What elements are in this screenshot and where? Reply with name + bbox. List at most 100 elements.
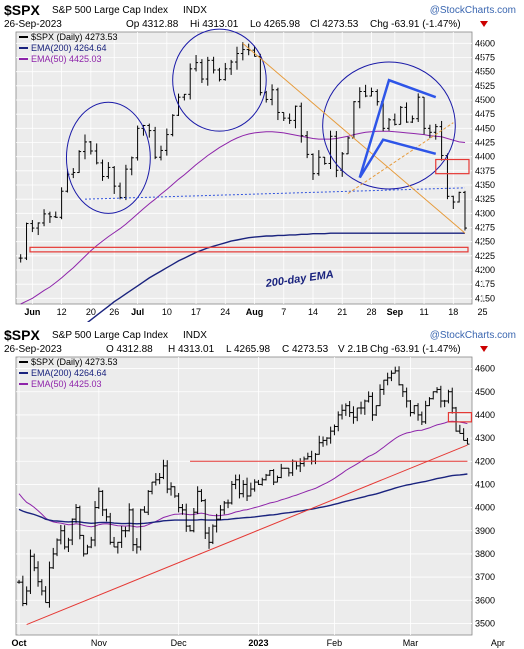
y-tick-label: 4500: [475, 95, 495, 105]
y-tick-label: 4000: [475, 503, 495, 513]
y-tick-label: 4500: [475, 387, 495, 397]
pattern-circle-3: [322, 61, 456, 190]
legend-price-text: $SPX (Daily) 4273.53: [31, 32, 118, 42]
y-tick-label: 4300: [475, 208, 495, 218]
top-chart-panel: $SPX S&P 500 Large Cap Index INDX @Stock…: [0, 0, 524, 322]
resistance-box: [447, 411, 473, 423]
bottom-chart-panel: $SPX S&P 500 Large Cap Index INDX @Stock…: [0, 325, 524, 649]
y-tick-label: 4300: [475, 433, 495, 443]
y-tick-label: 3800: [475, 549, 495, 559]
chart-name: S&P 500 Large Cap Index: [52, 330, 168, 341]
y-tick-label: 4525: [475, 81, 495, 91]
y-tick-label: 4100: [475, 479, 495, 489]
x-tick-label: Feb: [327, 638, 343, 648]
y-tick-label: 4225: [475, 251, 495, 261]
bottom-price-chart: $SPX S&P 500 Large Cap Index INDX @Stock…: [0, 325, 524, 649]
x-tick-label: 14: [308, 307, 318, 317]
ohlc-low: L 4265.98: [226, 344, 271, 355]
chart-exchange: INDX: [183, 330, 207, 341]
legend-ema200-text: EMA(200) 4264.64: [31, 368, 107, 378]
y-tick-label: 4550: [475, 67, 495, 77]
plot-area: [15, 31, 473, 305]
ohlc-open: Op 4312.88: [126, 19, 179, 30]
x-tick-label: 26: [109, 307, 119, 317]
y-tick-label: 4350: [475, 180, 495, 190]
support-box: [29, 246, 469, 253]
chart-date: 26-Sep-2023: [4, 344, 62, 355]
ema200-line: [86, 232, 465, 322]
x-tick-label: Nov: [91, 638, 108, 648]
x-tick-label: 12: [57, 307, 67, 317]
x-tick-label: Mar: [403, 638, 419, 648]
pattern-circle-1: [65, 101, 151, 214]
chart-date: 26-Sep-2023: [4, 19, 62, 30]
y-tick-label: 3600: [475, 595, 495, 605]
y-tick-label: 4475: [475, 109, 495, 119]
top-price-chart: $SPX S&P 500 Large Cap Index INDX @Stock…: [0, 0, 524, 322]
y-tick-label: 4375: [475, 166, 495, 176]
wedge-upper-line: [358, 78, 437, 178]
ohlc-high: H 4313.01: [168, 344, 215, 355]
x-tick-label: 17: [191, 307, 201, 317]
y-tick-label: 4325: [475, 194, 495, 204]
ema50-line: [18, 420, 468, 528]
x-tick-label: Sep: [387, 307, 404, 317]
ohlc-close: C 4273.53: [282, 344, 329, 355]
x-tick-label: 25: [478, 307, 488, 317]
chart-watermark: @StockCharts.com: [430, 330, 516, 341]
ema200-line: [18, 473, 468, 525]
pattern-circle-2: [172, 28, 267, 132]
y-tick-label: 4600: [475, 364, 495, 374]
x-tick-label: 10: [162, 307, 172, 317]
rising-support-trendline: [26, 444, 468, 626]
x-tick-label: 24: [220, 307, 230, 317]
x-tick-label: Jun: [24, 307, 40, 317]
x-tick-label: Aug: [246, 307, 264, 317]
x-tick-label: 2023: [248, 638, 268, 648]
y-tick-label: 4400: [475, 410, 495, 420]
y-tick-label: 4200: [475, 456, 495, 466]
ohlc-close: Cl 4273.53: [310, 19, 359, 30]
x-tick-label: 20: [86, 307, 96, 317]
change-down-marker: [480, 21, 488, 27]
chart-symbol: $SPX: [4, 2, 40, 18]
y-tick-label: 4400: [475, 152, 495, 162]
rising-dashed-trendline: [347, 122, 454, 194]
chart-symbol: $SPX: [4, 327, 40, 343]
resistance-box: [435, 158, 470, 175]
ohlc-low: Lo 4265.98: [250, 19, 300, 30]
x-tick-label: 7: [281, 307, 286, 317]
x-tick-label: Apr: [491, 638, 505, 648]
x-tick-label: Oct: [12, 638, 27, 648]
y-tick-label: 4200: [475, 265, 495, 275]
x-tick-label: 11: [419, 307, 428, 317]
ohlc-open: O 4312.88: [106, 344, 153, 355]
x-tick-label: Dec: [171, 638, 188, 648]
y-tick-label: 4250: [475, 237, 495, 247]
y-tick-label: 4150: [475, 293, 495, 303]
chart-name: S&P 500 Large Cap Index: [52, 5, 168, 16]
y-tick-label: 4425: [475, 138, 495, 148]
change-down-marker: [480, 346, 488, 352]
legend-ema50-text: EMA(50) 4425.03: [31, 379, 102, 389]
ohlc-change: Chg -63.91 (-1.47%): [370, 19, 461, 30]
y-tick-label: 3700: [475, 572, 495, 582]
ohlc-volume: V 2.1B: [338, 344, 368, 355]
plot-area: [15, 356, 473, 636]
y-tick-label: 4450: [475, 123, 495, 133]
x-tick-label: 18: [448, 307, 458, 317]
y-tick-label: 4175: [475, 279, 495, 289]
x-tick-label: 21: [337, 307, 347, 317]
x-tick-label: Jul: [131, 307, 144, 317]
chart-watermark: @StockCharts.com: [430, 5, 516, 16]
falling-trendline: [242, 42, 466, 234]
legend-ema50-text: EMA(50) 4425.03: [31, 54, 102, 64]
y-tick-label: 3500: [475, 618, 495, 628]
legend-price-text: $SPX (Daily) 4273.53: [31, 357, 118, 367]
legend-ema200-text: EMA(200) 4264.64: [31, 43, 107, 53]
x-tick-label: 28: [366, 307, 376, 317]
wedge-lower-line: [358, 138, 437, 179]
y-tick-label: 4575: [475, 53, 495, 63]
ohlc-change: Chg -63.91 (-1.47%): [370, 344, 461, 355]
y-tick-label: 3900: [475, 526, 495, 536]
